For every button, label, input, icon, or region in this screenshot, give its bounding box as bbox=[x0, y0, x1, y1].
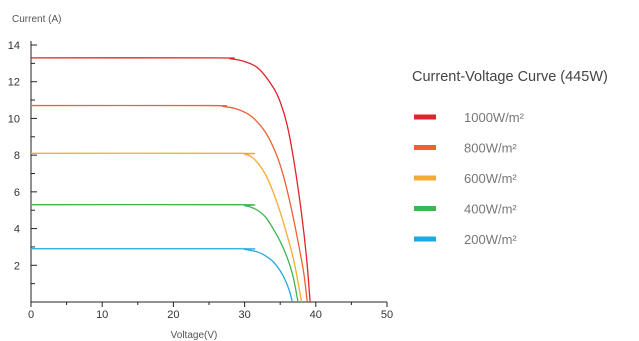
legend-swatch bbox=[414, 236, 436, 242]
legend-swatch bbox=[414, 206, 436, 211]
legend-swatch bbox=[414, 114, 436, 120]
x-tick-label: 20 bbox=[167, 309, 179, 321]
legend-swatch bbox=[414, 175, 436, 181]
series-line bbox=[30, 152, 303, 303]
legend-label: 600W/m² bbox=[464, 171, 517, 186]
chart-title: Current-Voltage Curve (445W) bbox=[412, 69, 608, 85]
y-tick-label: 4 bbox=[14, 224, 20, 236]
legend-label: 800W/m² bbox=[464, 141, 517, 156]
legend: 1000W/m² 800W/m² 600W/m² 400W/m² 200W/m² bbox=[414, 110, 525, 247]
x-tick-label: 30 bbox=[238, 309, 250, 321]
y-tick-label: 2 bbox=[14, 260, 20, 272]
x-tick-label: 40 bbox=[310, 309, 322, 321]
y-tick-label: 10 bbox=[8, 113, 20, 125]
iv-curves bbox=[30, 57, 311, 303]
series-line bbox=[30, 57, 311, 303]
legend-label: 400W/m² bbox=[464, 202, 517, 217]
series-line bbox=[30, 203, 299, 303]
series-line bbox=[30, 104, 308, 303]
x-tick-label: 0 bbox=[28, 309, 34, 321]
y-tick-label: 8 bbox=[14, 150, 20, 162]
x-tick-label: 50 bbox=[381, 309, 393, 321]
series-line bbox=[30, 248, 293, 303]
y-axis-title: Current (A) bbox=[12, 14, 61, 25]
y-tick-label: 14 bbox=[8, 40, 20, 52]
axes: 0 10 20 30 40 50 2 4 6 8 10 12 14 bbox=[8, 40, 393, 321]
legend-label: 1000W/m² bbox=[464, 110, 525, 125]
x-axis-title: Voltage(V) bbox=[171, 330, 218, 341]
legend-swatch bbox=[414, 145, 436, 150]
legend-label: 200W/m² bbox=[464, 232, 517, 247]
y-tick-label: 6 bbox=[14, 187, 20, 199]
y-tick-label: 12 bbox=[8, 77, 20, 89]
x-tick-label: 10 bbox=[96, 309, 108, 321]
